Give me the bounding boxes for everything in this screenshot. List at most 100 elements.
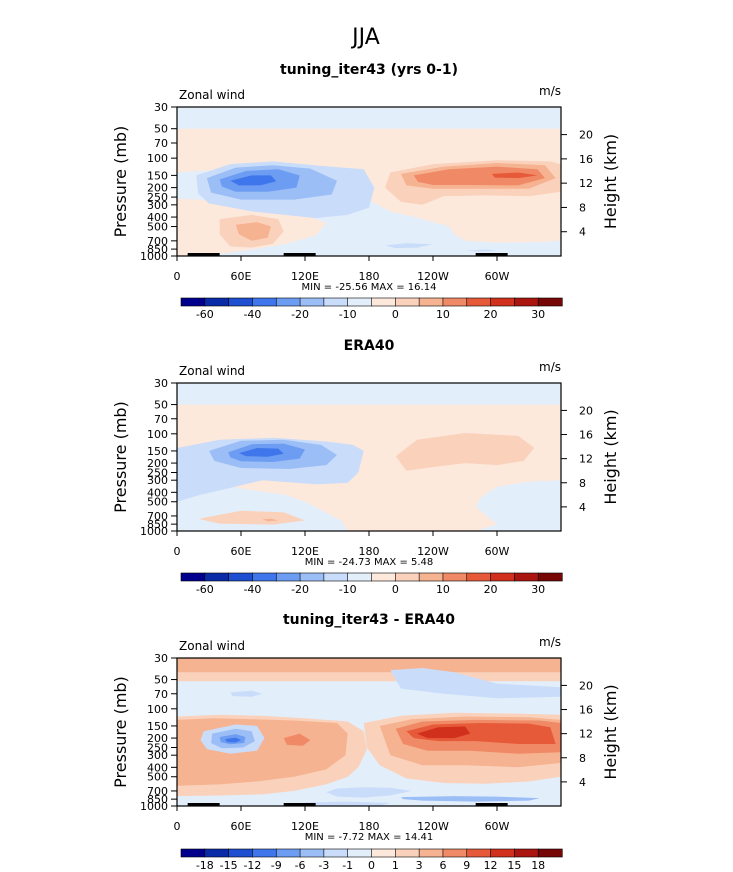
y-tick-label: 100	[147, 152, 168, 165]
contour-region	[262, 518, 279, 522]
y2-tick-label: 12	[579, 453, 593, 466]
x-tick-label: 60W	[485, 820, 510, 833]
panel-title: ERA40	[344, 338, 395, 354]
colorbar-swatch	[371, 572, 396, 582]
colorbar-label: 0	[368, 859, 375, 872]
colorbar-label: -60	[196, 583, 214, 596]
colorbar-swatch	[323, 572, 349, 582]
y-tick-label: 500	[147, 221, 168, 234]
min-max-label: MIN = -24.73 MAX = 5.48	[305, 557, 434, 568]
y-tick-label: 1000	[140, 250, 168, 263]
y-tick-label: 200	[147, 457, 168, 470]
contour-region	[395, 433, 535, 471]
contour-region	[177, 658, 561, 673]
topography-mask	[187, 803, 215, 806]
topography-mask	[475, 803, 508, 806]
contour-fields	[177, 107, 561, 256]
y-axis-label: Pressure (mb)	[111, 126, 130, 238]
colorbar-swatch	[442, 572, 468, 582]
colorbar-swatch	[490, 572, 515, 582]
colorbar-swatch	[466, 297, 492, 307]
y2-tick-label: 4	[579, 501, 586, 514]
contour-region	[491, 172, 538, 179]
colorbar-swatch	[252, 297, 277, 307]
y2-tick-label: 4	[579, 226, 586, 239]
colorbar-swatch	[275, 297, 301, 307]
contour-fields	[177, 383, 561, 531]
colorbar-swatch	[228, 848, 254, 858]
colorbar-swatch	[180, 297, 206, 307]
y2-tick-label: 12	[579, 177, 593, 190]
colorbar: -18 -15 -12 -9 -6 -3 -1 0 1 3 6 9 12 15 18	[180, 848, 563, 872]
x-tick-label: 60W	[485, 545, 510, 558]
colorbar-swatch	[395, 848, 420, 858]
colorbar-label: -10	[339, 308, 357, 321]
y-tick-label: 850	[147, 518, 168, 531]
y2-tick-label: 8	[579, 477, 586, 490]
y-tick-label: 400	[147, 486, 168, 499]
y-tick-label: 50	[154, 123, 168, 136]
contour-region	[385, 243, 433, 249]
colorbar-swatch	[323, 848, 349, 858]
y-tick-label: 150	[147, 445, 168, 458]
y-tick-label: 300	[147, 199, 168, 212]
colorbar-label: -9	[271, 859, 282, 872]
colorbar-label: 0	[392, 308, 399, 321]
colorbar-swatch	[395, 572, 420, 582]
y2-tick-label: 20	[579, 679, 593, 692]
corner-label-left: Zonal wind	[179, 88, 245, 102]
y-tick-label: 100	[147, 703, 168, 716]
colorbar-label: 3	[416, 859, 423, 872]
y-tick-label: 30	[154, 101, 168, 114]
y-tick-label: 150	[147, 169, 168, 182]
y-tick-label: 30	[154, 377, 168, 390]
colorbar-label: -20	[291, 308, 309, 321]
corner-label-right: m/s	[539, 84, 561, 98]
corner-label-right: m/s	[539, 360, 561, 374]
colorbar: -60 -40 -20 -10 0 10 20 30	[180, 572, 563, 596]
contour-region	[230, 690, 263, 697]
colorbar-swatch	[395, 297, 420, 307]
y2-tick-label: 16	[579, 429, 593, 442]
min-max-label: MIN = -25.56 MAX = 16.14	[302, 282, 437, 293]
y-tick-label: 300	[147, 749, 168, 762]
y2-axis-label: Height (km)	[601, 409, 620, 504]
topography-mask	[209, 803, 220, 806]
colorbar-label: -18	[196, 859, 214, 872]
colorbar-label: -60	[196, 308, 214, 321]
y-tick-label: 50	[154, 399, 168, 412]
colorbar-label: 30	[531, 308, 545, 321]
y2-tick-label: 8	[579, 201, 586, 214]
contour-region	[465, 249, 497, 252]
colorbar-swatch	[537, 848, 563, 858]
y-tick-label: 1000	[140, 800, 168, 813]
contour-region	[326, 787, 412, 798]
y2-axis-label: Height (km)	[601, 684, 620, 779]
colorbar-swatch	[180, 848, 206, 858]
contour-region	[235, 222, 271, 241]
x-tick-label: 0	[174, 545, 181, 558]
x-tick-label: 120W	[417, 545, 449, 558]
colorbar-label: -20	[291, 583, 309, 596]
x-tick-label: 60E	[231, 820, 252, 833]
min-max-label: MIN = -7.72 MAX = 14.41	[305, 832, 434, 843]
colorbar-label: 15	[507, 859, 521, 872]
colorbar-swatch	[490, 848, 515, 858]
colorbar-swatch	[371, 848, 396, 858]
figure-title: JJA	[350, 25, 380, 50]
contour-region	[390, 668, 561, 699]
topography-mask	[209, 253, 220, 256]
contour-region	[225, 737, 241, 743]
y2-tick-label: 20	[579, 129, 593, 142]
colorbar-label: 20	[484, 308, 498, 321]
x-tick-label: 120W	[417, 820, 449, 833]
colorbar-label: 1	[392, 859, 399, 872]
colorbar-label: 6	[439, 859, 446, 872]
y-tick-label: 850	[147, 243, 168, 256]
panel-title: tuning_iter43 (yrs 0-1)	[280, 62, 458, 78]
colorbar-swatch	[204, 848, 230, 858]
x-tick-label: 120E	[291, 545, 319, 558]
